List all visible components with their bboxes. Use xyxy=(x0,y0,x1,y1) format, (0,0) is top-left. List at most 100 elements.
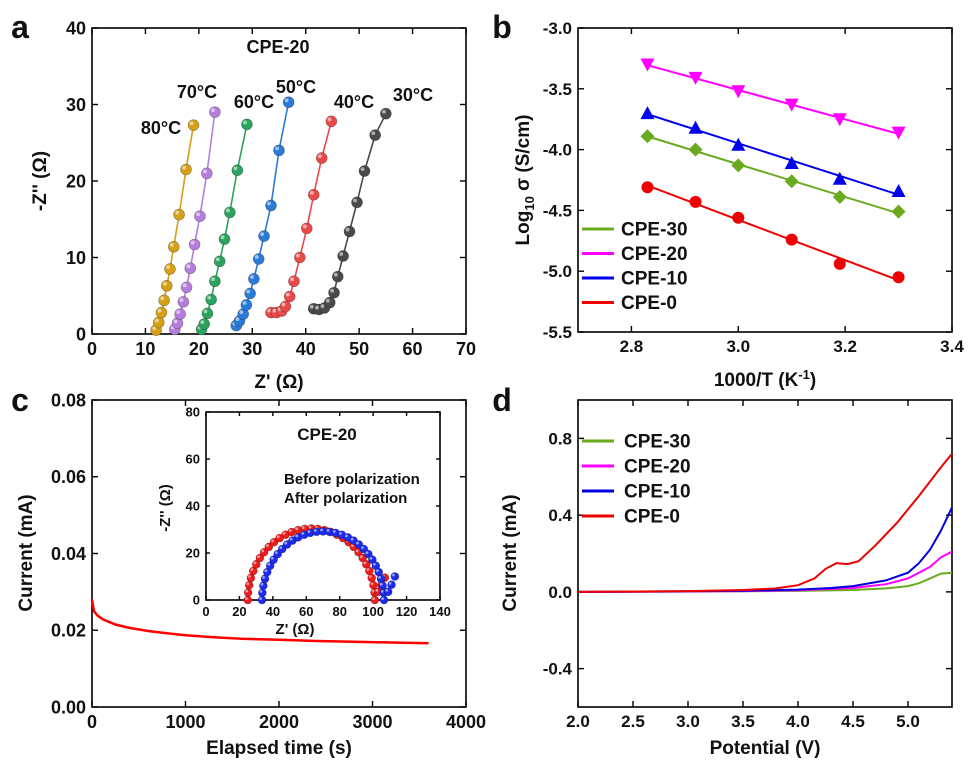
chart-a-point-highlight xyxy=(152,326,157,331)
chart-a-point xyxy=(283,290,296,303)
chart-c-inset-y-label: -Z'' (Ω) xyxy=(157,484,174,531)
chart-c-inset-point-highlight xyxy=(262,575,265,579)
b-y-tick-label: -3.0 xyxy=(543,19,572,38)
chart-a-point-highlight xyxy=(215,257,220,262)
chart-a-point xyxy=(337,250,349,262)
chart-c-inset-tail-point-highlight xyxy=(385,588,389,592)
chart-a-point xyxy=(161,280,173,292)
chart-a-point xyxy=(180,163,192,176)
chart-a-point-highlight xyxy=(382,109,386,114)
chart-c-inset-point-highlight xyxy=(270,556,274,560)
chart-d-legend-label: CPE-20 xyxy=(624,457,691,478)
chart-c-inset-point xyxy=(379,595,389,605)
c-inset-x-tick-label: 140 xyxy=(429,604,451,619)
d-x-tick-label: 5.0 xyxy=(896,712,920,731)
c-inset-x-tick-label: 100 xyxy=(362,604,384,619)
chart-c-inset-point-highlight xyxy=(264,569,268,573)
chart-d-series-line xyxy=(577,453,953,593)
a-y-tick-label: 20 xyxy=(66,171,86,191)
chart-c-inset-point-highlight xyxy=(284,541,288,545)
d-x-tick-label: 4.5 xyxy=(841,712,865,731)
chart-a-point xyxy=(164,263,176,275)
chart-b-x-label: 1000/T (K-1) xyxy=(714,367,816,391)
c-y-tick-label: 0.02 xyxy=(51,621,86,641)
chart-a-point-highlight xyxy=(203,169,207,174)
chart-a-point xyxy=(209,106,221,118)
chart-a-point-highlight xyxy=(371,131,376,136)
chart-a-point xyxy=(174,308,186,320)
chart-a-point-highlight xyxy=(309,304,314,309)
chart-a-point-highlight xyxy=(309,190,314,195)
chart-a-point-highlight xyxy=(360,167,365,172)
chart-a-point xyxy=(328,286,340,299)
chart-a-point xyxy=(201,307,214,320)
chart-b-y-label: Log10 σ (S/cm) xyxy=(513,115,537,246)
chart-a-point xyxy=(248,273,260,285)
chart-c-inset-point-highlight xyxy=(345,534,348,538)
chart-a-point xyxy=(282,96,295,109)
chart-c-inset-point-highlight xyxy=(380,590,384,593)
chart-c-inset-point-highlight xyxy=(372,597,375,600)
b-x-tick-label: 2.8 xyxy=(620,337,644,356)
chart-a-title: CPE-20 xyxy=(246,37,309,57)
chart-a-point-highlight xyxy=(207,295,212,300)
chart-c-inset-point-highlight xyxy=(289,537,293,541)
chart-c-inset-point-highlight xyxy=(307,530,311,533)
chart-b-point xyxy=(640,129,655,144)
chart-a-point xyxy=(213,255,226,268)
chart-a-point-highlight xyxy=(169,242,174,247)
chart-c-inset-point-highlight xyxy=(363,561,367,565)
chart-a-point-highlight xyxy=(211,277,215,282)
chart-a-point xyxy=(177,296,190,308)
chart-c-inset-point-highlight xyxy=(244,597,248,600)
a-x-tick-label: 20 xyxy=(189,339,209,359)
chart-b-legend-label: CPE-0 xyxy=(621,293,677,314)
chart-c-inset-point-highlight xyxy=(250,568,254,571)
chart-a-series-label: 80°C xyxy=(141,118,181,138)
chart-a-point-highlight xyxy=(250,275,254,279)
d-y-tick-label: 0.8 xyxy=(548,429,572,448)
chart-a-point xyxy=(265,199,277,212)
chart-c-inset-point-highlight xyxy=(253,561,257,565)
chart-b-point xyxy=(640,58,655,72)
chart-c-inset-point-highlight xyxy=(356,541,359,545)
chart-c-inset-point xyxy=(243,595,253,605)
chart-c-inset-point-highlight xyxy=(271,539,274,543)
chart-c-inset-tail-point xyxy=(387,580,396,590)
d-y-tick-label: 0.0 xyxy=(548,583,572,602)
panel-label-b: b xyxy=(492,9,512,45)
c-inset-y-tick-label: 20 xyxy=(186,546,200,561)
chart-a-point xyxy=(358,165,371,177)
chart-c-inset-point-highlight xyxy=(379,582,383,586)
chart-b-point xyxy=(784,174,799,189)
chart-a-point-highlight xyxy=(235,317,240,321)
chart-b-legend-label: CPE-30 xyxy=(621,220,688,241)
chart-b-point xyxy=(832,171,847,185)
a-x-tick-label: 30 xyxy=(242,339,262,359)
chart-b-point xyxy=(688,120,703,134)
chart-c-inset-point-highlight xyxy=(267,562,271,566)
chart-c-current-line xyxy=(90,599,429,645)
chart-c-inset-point-highlight xyxy=(368,575,372,578)
chart-a-point xyxy=(201,167,213,180)
chart-c-inset-point xyxy=(244,580,254,590)
chart-c-inset-title: CPE-20 xyxy=(297,425,357,444)
chart-a-point-highlight xyxy=(345,227,350,232)
chart-b-point xyxy=(784,155,799,169)
chart-c-x-label: Elapsed time (s) xyxy=(206,738,352,759)
chart-a-point-highlight xyxy=(295,253,300,258)
c-y-tick-label: 0.04 xyxy=(51,544,86,564)
chart-a-point xyxy=(252,253,265,265)
c-y-tick-label: 0.08 xyxy=(51,390,86,410)
chart-b-x-label-end: ) xyxy=(810,370,816,391)
b-y-tick-label: -5.0 xyxy=(543,262,572,281)
chart-a-point-highlight xyxy=(154,318,159,323)
chart-c-inset-point-highlight xyxy=(259,590,263,593)
chart-c-inset-point-highlight xyxy=(378,575,382,579)
chart-a-point-highlight xyxy=(281,302,286,307)
chart-c-inset-point-highlight xyxy=(339,531,342,535)
chart-c-inset-point-highlight xyxy=(350,537,354,541)
chart-c-inset-point-highlight xyxy=(279,546,283,550)
chart-a-point-highlight xyxy=(190,240,195,245)
chart-c-inset-point-highlight xyxy=(295,527,299,531)
